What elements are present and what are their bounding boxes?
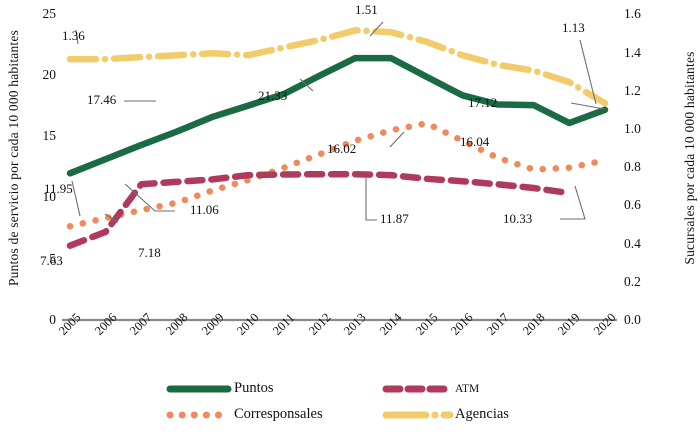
y-left-tick-25: 25 [42, 6, 57, 21]
y-right-tick-0-0: 0.0 [624, 312, 641, 327]
data-label-agencias-2013: 1.51 [355, 2, 378, 17]
data-label-agencias-2020: 1.13 [562, 20, 585, 35]
data-label-atm-2007: 11.06 [190, 202, 219, 217]
data-label-puntos-2019: 16.04 [460, 134, 490, 149]
data-label-corresponsales-2005: 7.63 [40, 253, 63, 268]
data-label-atm-2012: 11.87 [380, 211, 409, 226]
legend-label-atm[interactable]: ATM [455, 383, 480, 395]
data-label-corresponsales-2015: 16.02 [327, 141, 357, 156]
y-right-tick-0-4: 0.4 [624, 236, 641, 251]
legend-swatches [166, 385, 454, 419]
legend-label-agencias[interactable]: Agencias [455, 406, 509, 422]
y-right-tick-1-6: 1.6 [624, 6, 641, 21]
y-left-tick-15: 15 [42, 128, 57, 143]
y-left-tick-10: 10 [42, 189, 57, 204]
y-right-tick-0-6: 0.6 [624, 197, 641, 212]
y-right-tick-1-2: 1.2 [624, 83, 641, 98]
data-label-atm-2006: 7.18 [138, 245, 161, 260]
y-right-tick-1-0: 1.0 [624, 121, 641, 136]
data-label-atm-2019: 10.33 [503, 211, 533, 226]
legend-label-puntos[interactable]: Puntos [234, 380, 274, 396]
leader-lines [71, 21, 605, 223]
data-label-puntos-2005: 11.95 [44, 181, 73, 196]
legend-label-corresponsales[interactable]: Corresponsales [234, 406, 323, 422]
y-left-tick-20: 20 [42, 67, 57, 82]
series-line-agencias [66, 27, 609, 107]
data-label-puntos-2013: 21.33 [258, 88, 288, 103]
data-label-puntos-2020: 17.12 [468, 95, 498, 110]
y-right-tick-1-4: 1.4 [624, 45, 641, 60]
series-line-puntos [66, 54, 609, 177]
series-line-corresponsales [66, 120, 609, 230]
y-left-tick-0: 0 [49, 312, 56, 327]
y-right-tick-0-2: 0.2 [624, 274, 641, 289]
data-label-agencias-2005: 1.36 [62, 28, 85, 43]
series-line-atm [66, 170, 573, 249]
data-label-puntos-2010: 17.46 [87, 92, 117, 107]
y-right-tick-0-8: 0.8 [624, 159, 641, 174]
y-left-tick-5: 5 [49, 251, 56, 266]
